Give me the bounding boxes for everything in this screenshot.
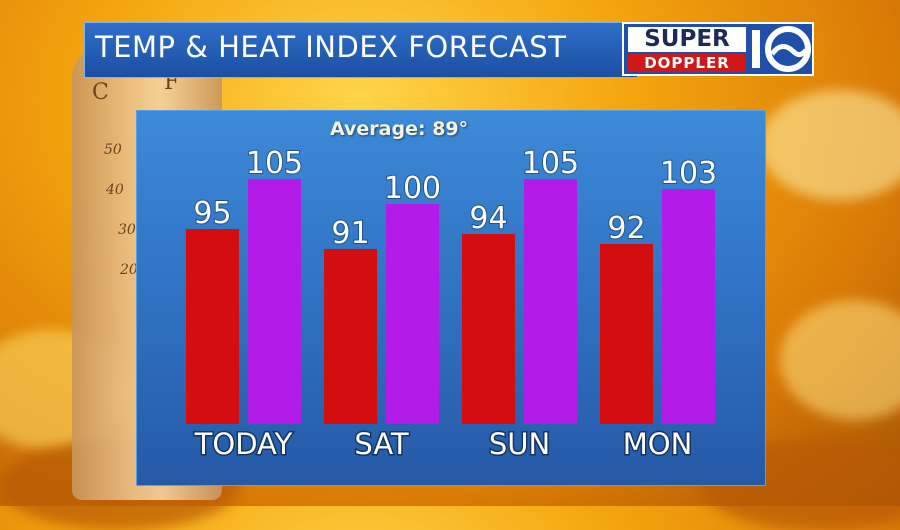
chart-subtitle: Average: 89° bbox=[330, 118, 469, 140]
thermometer-celsius-label: C bbox=[92, 80, 109, 105]
thermometer-tick: 20 bbox=[120, 262, 138, 278]
title-banner bbox=[84, 22, 638, 78]
category-label: SAT bbox=[354, 427, 409, 461]
data-label: 94 bbox=[469, 201, 507, 236]
data-label: 105 bbox=[246, 146, 303, 181]
logo-ten-icon bbox=[752, 26, 811, 72]
bar-sat-heat-index bbox=[386, 204, 439, 424]
bar-today-heat-index bbox=[248, 179, 301, 424]
background-cloud bbox=[760, 90, 900, 200]
thermometer-tick: 50 bbox=[104, 142, 122, 158]
chart-panel bbox=[136, 110, 766, 486]
category-label: SUN bbox=[489, 427, 550, 461]
thermometer-tick: 40 bbox=[106, 182, 124, 198]
data-label: 105 bbox=[522, 146, 579, 181]
data-label: 92 bbox=[607, 211, 645, 246]
data-label: 95 bbox=[193, 196, 231, 231]
thermometer-tick: 30 bbox=[118, 222, 136, 238]
bar-today-temp bbox=[186, 229, 239, 424]
background-cloud bbox=[780, 300, 900, 420]
category-label: TODAY bbox=[194, 427, 293, 461]
bar-mon-heat-index bbox=[662, 189, 715, 424]
bar-sat-temp bbox=[324, 249, 377, 424]
page-title: TEMP & HEAT INDEX FORECAST bbox=[95, 30, 567, 64]
bar-chart: 95 105 TODAY 91 100 SAT 94 105 SUN 92 103 MON bbox=[186, 145, 718, 463]
data-label: 100 bbox=[384, 171, 441, 206]
category-label: MON bbox=[623, 427, 693, 461]
bar-sun-temp bbox=[462, 234, 515, 424]
logo-super-text: SUPER bbox=[628, 27, 746, 52]
bar-mon-temp bbox=[600, 244, 653, 424]
logo-doppler-text: DOPPLER bbox=[628, 54, 746, 72]
data-label: 103 bbox=[660, 156, 717, 191]
station-logo: SUPER DOPPLER bbox=[622, 22, 814, 76]
data-label: 91 bbox=[331, 216, 369, 251]
bar-sun-heat-index bbox=[524, 179, 577, 424]
